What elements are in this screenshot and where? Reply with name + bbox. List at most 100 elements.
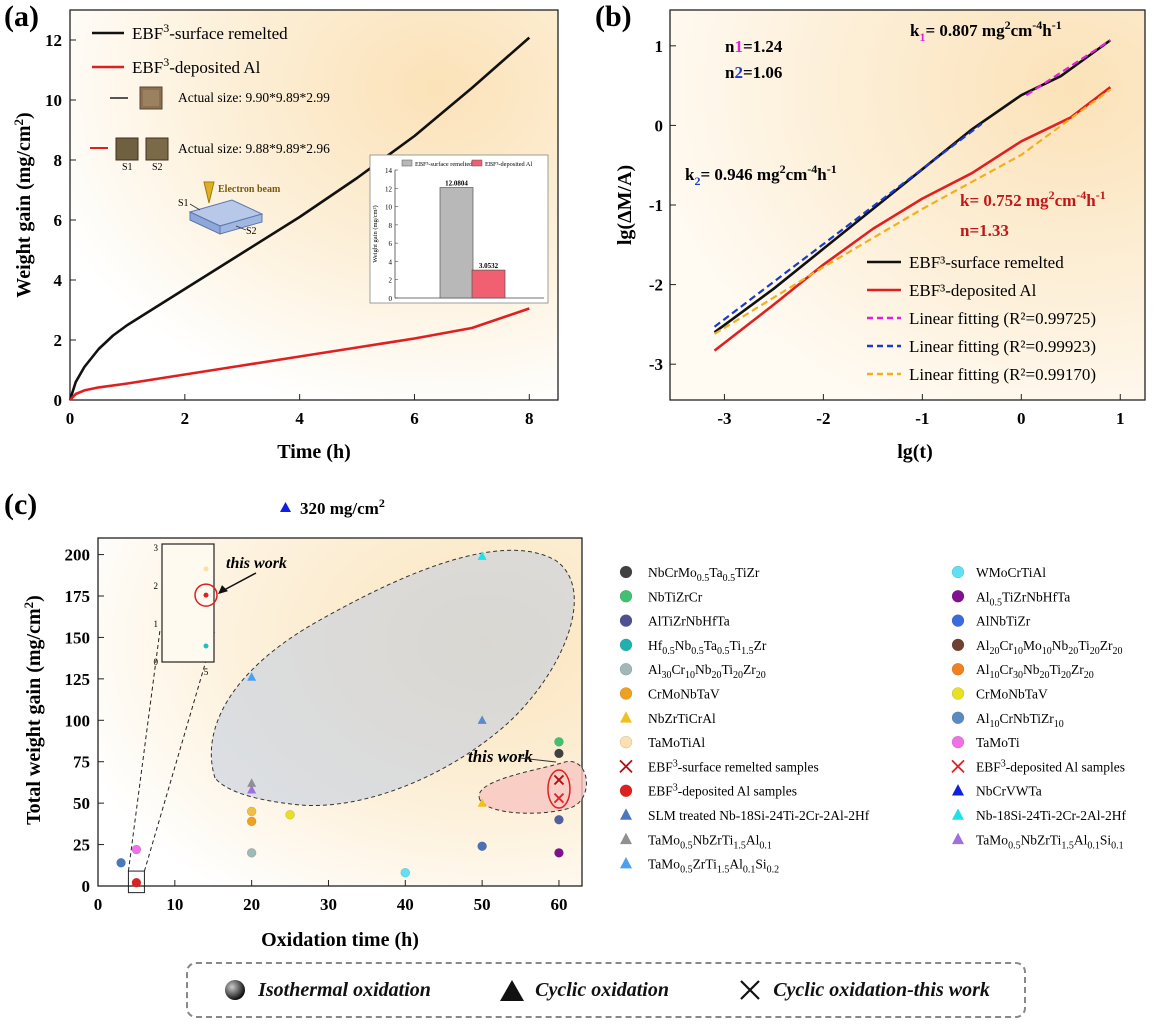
sample-s1-label: S1 [122,162,133,173]
legend-a-deposited: EBF3-deposited Al [132,55,261,77]
legend-c-right-marker-1 [951,590,965,603]
legend-a: EBF3-surface remelted EBF3-deposited Al [92,21,288,77]
inset-c-ytick-label: 1 [154,619,159,629]
ticks-b: -3 -2 -1 0 1 -3 -2 -1 0 1 [649,37,1125,428]
data-point-7 [247,784,257,794]
x-tick-label-a: 8 [525,409,534,428]
data-point-4 [246,816,257,827]
legend-c-left-9: EBF3-deposited Al samples [648,783,797,799]
inset-c-frame [161,543,215,663]
marker-cyclic-this-work-label: Cyclic oxidation-this work [773,978,990,1001]
data-point-20 [553,793,565,804]
y-tick-label-b: 1 [655,37,664,56]
legend-c-left-marker-7 [619,735,633,749]
legend-c-right-marker-3 [951,638,965,652]
x-tick-label-b: -2 [816,409,830,428]
x-tick-label-c: 30 [320,895,337,914]
highlight-regions-c: this work [210,549,587,814]
legend-c-left-10: SLM treated Nb-18Si-24Ti-2Cr-2Al-2Hf [648,808,870,823]
data-point-14 [477,841,487,851]
panel-c: (c) this work 0 10 20 30 40 50 600255075100125… [4,488,1127,951]
zoom-line-left [127,629,161,872]
annotation-n2: n2=1.06 [725,63,782,82]
legend-c-left-marker-5 [619,687,633,700]
inset-c-arrow [221,572,257,592]
y-tick-label-a: 0 [54,391,63,410]
inset-c-point-0 [203,592,209,598]
series-line-b-2 [1025,39,1111,97]
data-point-11 [477,551,487,560]
region-literature [210,549,575,807]
x-tick-label-b: 0 [1017,409,1026,428]
legend-c-right-marker-9 [952,784,964,796]
y-axis-label-a: Weight gain (mg/cm2) [11,112,35,297]
inset-c-point-2 [203,566,209,572]
inset-a-value-1: 3.0532 [479,262,499,270]
triangle-icon [499,977,525,1003]
y-tick-label-a: 6 [54,211,63,230]
inset-c-xtick-label: 5 [204,667,209,677]
panel-b: (b) -3 -2 -1 0 1 -3 -2 -1 0 1 lg(t) lg(ΔM/A) n1=1… [595,0,1146,463]
y-tick-label-c: 200 [65,546,91,565]
legend-c-left-marker-12 [620,857,632,869]
legend-c-right-marker-2 [951,614,965,627]
legend-c-left-5: CrMoNbTaV [648,687,720,702]
sample-deposited: S1 S2 Actual size: 9.88*9.89*2.96 [90,137,330,173]
legend-c-left-marker-9 [619,784,633,797]
legend-c-left-marker-1 [619,590,633,603]
inset-a-bar-1 [471,269,506,299]
legend-c-right-7: TaMoTi [976,735,1020,750]
this-work-label: this work [468,747,533,766]
legend-b-text-1: EBF³-deposited Al [909,281,1037,300]
y-tick-label-c: 75 [73,753,90,772]
legend-c-right-11: TaMo0.5NbZrTi1.5Al0.1Si0.1 [976,832,1124,851]
y-tick-label-b: -3 [649,355,663,374]
outlier-triangle [280,502,291,512]
legend-c-right-marker-8 [951,759,965,774]
data-point-19 [553,774,565,786]
y-tick-label-c: 0 [82,877,91,896]
marker-isothermal-label: Isothermal oxidation [258,978,431,1001]
data-point-15 [554,737,564,747]
beam-label: Electron beam [218,184,281,195]
data-point-6 [247,778,257,787]
y-tick-label-c: 175 [65,587,91,606]
inset-c-ytick-label: 0 [154,657,159,667]
inset-a-ytick-label: 14 [385,167,393,175]
panel-a-label: (a) [4,0,39,33]
legend-c-left-0: NbCrMo0.5Ta0.5TiZr [648,565,760,584]
legend-c-right-3: Al20Cr10Mo10Nb20Ti20Zr20 [976,638,1123,657]
legend-c-left-4: Al30Cr10Nb20Ti20Zr20 [648,662,766,681]
y-tick-label-a: 12 [45,31,62,50]
legend-c-right-0: WMoCrTiAl [976,565,1046,580]
x-tick-label-c: 60 [550,895,567,914]
region-this-work [478,761,587,814]
legend-c-right-5: CrMoNbTaV [976,687,1048,702]
series-line-b-4 [713,88,1112,335]
inset-bar-chart-a: 0 2 4 6 8 10 12 14 Weight gain (mg/cm²) 12.0804 3.… [369,154,549,304]
legend-b-text-0: EBF³-surface remelted [909,253,1064,272]
x-tick-label-b: -1 [915,409,929,428]
legend-c-right-marker-11 [952,832,964,845]
legend-c-right-marker-5 [951,687,965,700]
x-tick-label-a: 2 [181,409,190,428]
legend-c-left-marker-10 [620,808,632,820]
legend-c-left-12: TaMo0.5ZrTi1.5Al0.1Si0.2 [648,857,779,876]
x-axis-label-a: Time (h) [277,441,351,463]
y-tick-label-c: 150 [65,628,91,647]
annotation-n1: n1=1.24 [725,37,783,56]
marker-cyclic-this-work: Cyclic oxidation-this work [737,977,990,1003]
series-line-b-1 [713,86,1112,352]
inset-a-legend-swatch-1 [471,159,483,167]
legend-c-left-3: Hf0.5Nb0.5Ta0.5Ti1.5Zr [648,638,767,657]
inset-c-this-work-label: this work [226,555,287,572]
ticks-a: 0 2 4 6 8 0 2 4 6 8 10 12 [45,31,534,428]
legend-a-remelted: EBF3-surface remelted [132,21,288,43]
inset-a-legend-swatch-0 [401,159,413,167]
x-tick-label-a: 4 [295,409,304,428]
y-tick-label-b: 0 [655,116,664,135]
outlier-label: 320 mg/cm2 [300,496,385,518]
legend-c-left-marker-4 [619,662,633,676]
panel-c-label: (c) [4,488,37,521]
